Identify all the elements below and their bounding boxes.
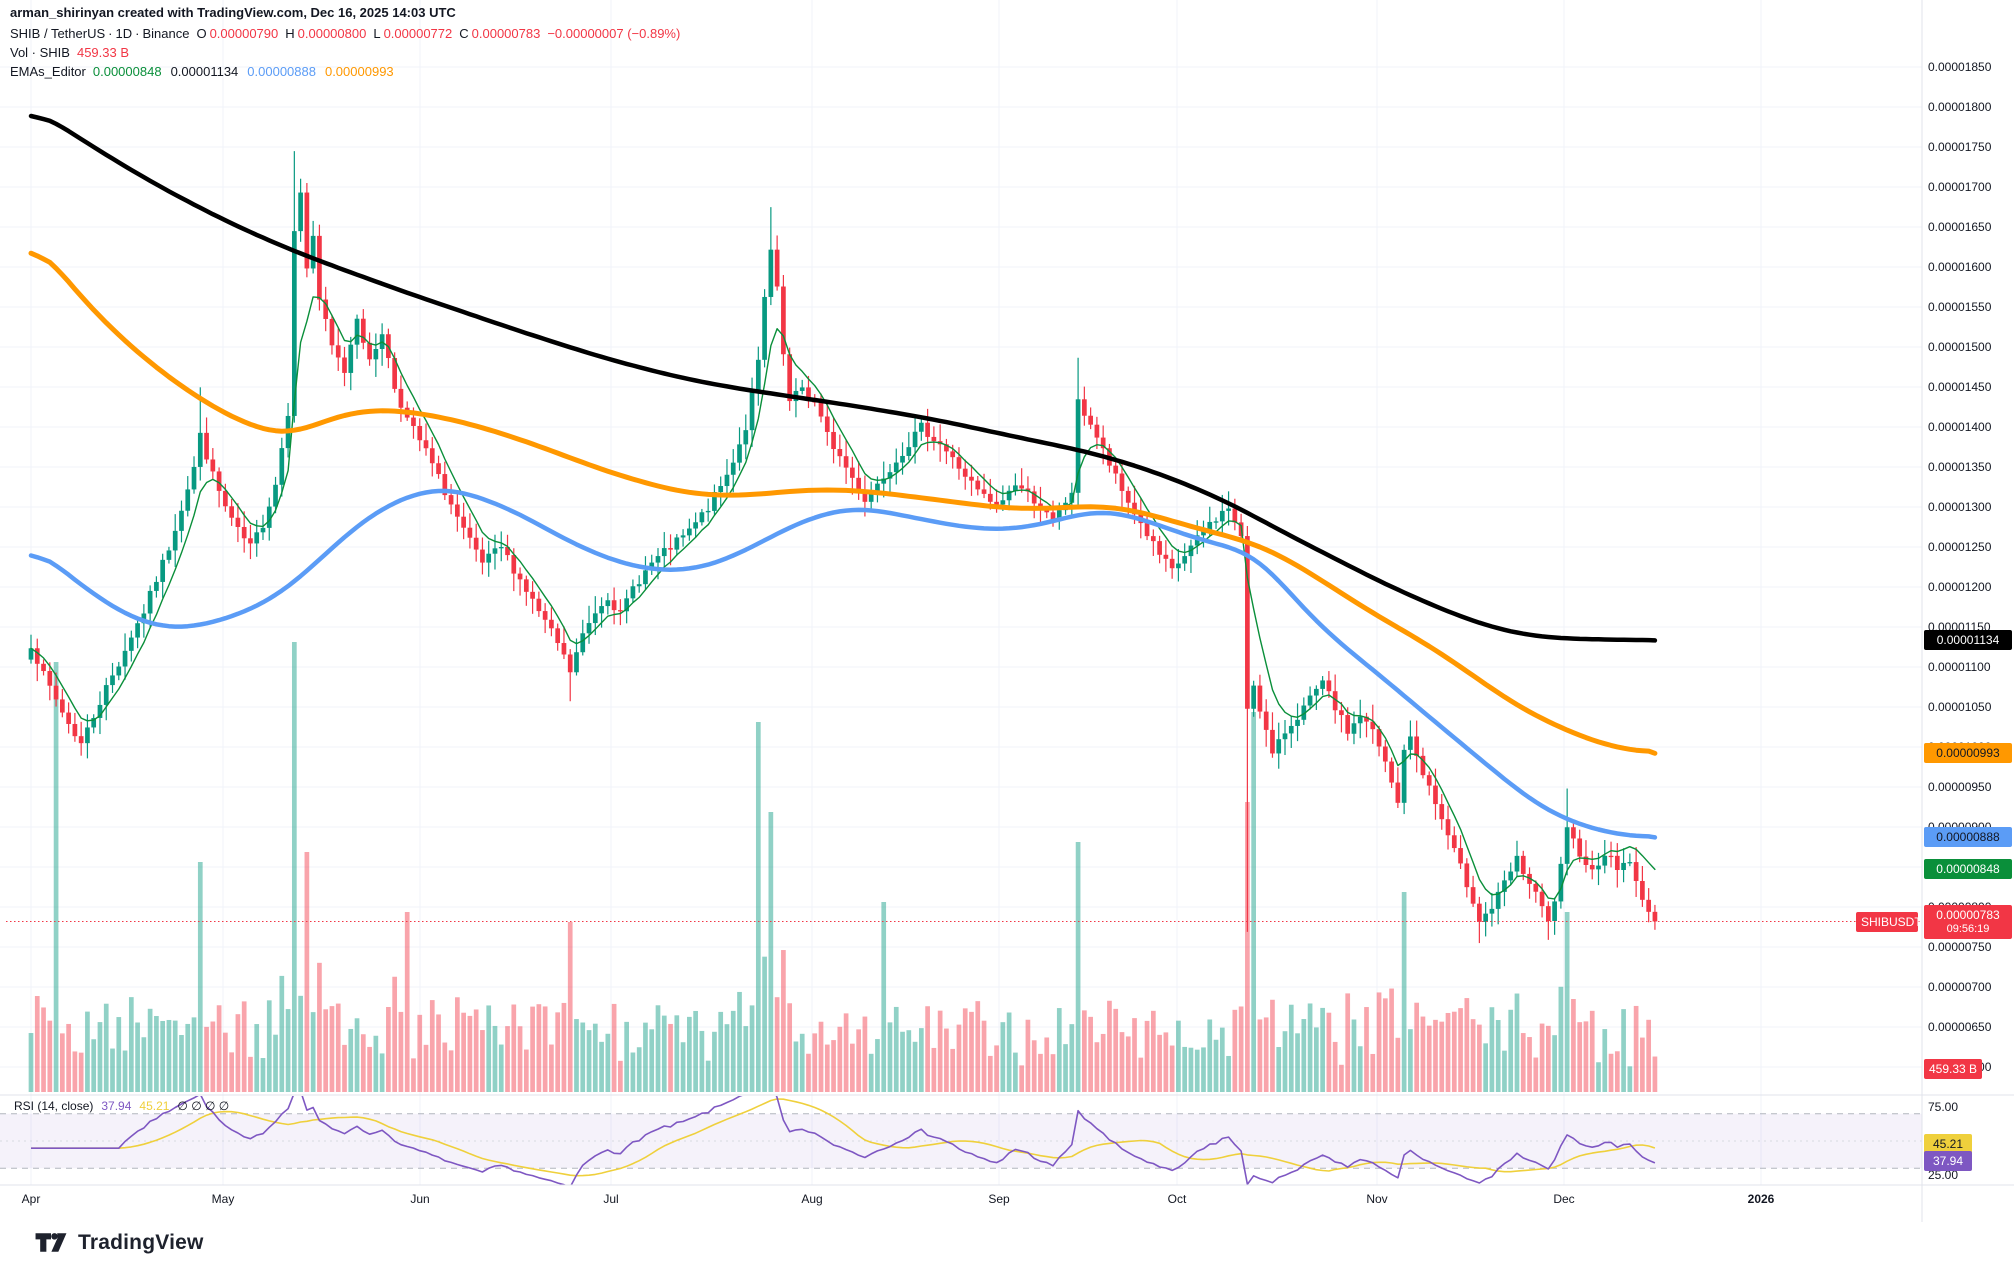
time-axis-label: May — [211, 1192, 235, 1206]
ema-value: 0.00000848 — [92, 64, 162, 79]
price-axis-label: 0.00001300 — [1928, 500, 1992, 514]
ohlc-open-key: O — [196, 26, 207, 41]
time-axis-label: Oct — [1167, 1192, 1187, 1206]
price-axis-label: 75.00 — [1928, 1100, 1959, 1114]
time-axis-label: Jul — [603, 1192, 619, 1206]
axis-badge-0.00001134: 0.00001134 — [1924, 630, 2012, 650]
rsi-value: 37.94 — [101, 1099, 132, 1113]
axis-badge-0.00000888: 0.00000888 — [1924, 827, 2012, 847]
time-axis-label: 2026 — [1747, 1192, 1775, 1206]
ohlc-low-key: L — [373, 26, 381, 41]
chart-legend: arman_shirinyan created with TradingView… — [10, 2, 687, 81]
axis-badge-0.00000783: 0.00000783 09:56:19 — [1924, 905, 2012, 939]
price-axis-label: 0.00000750 — [1928, 940, 1992, 954]
footer: TradingView — [34, 1229, 204, 1256]
axis-badge-37.94: 37.94 — [1924, 1151, 1972, 1171]
ohlc-high-key: H — [285, 26, 295, 41]
price-axis-label: 0.00001700 — [1928, 180, 1992, 194]
symbol-name[interactable]: SHIB / TetherUS — [10, 26, 106, 41]
axis-badge-0.00000848: 0.00000848 — [1924, 859, 2012, 879]
price-axis-label: 0.00001550 — [1928, 300, 1992, 314]
price-axis-label: 0.00001100 — [1928, 660, 1991, 674]
ohlc-open-value: 0.00000790 — [209, 26, 279, 41]
ema-value: 0.00001134 — [170, 64, 239, 79]
axis-badge-459.33-B: 459.33 B — [1924, 1059, 1982, 1079]
tradingview-brand-text[interactable]: TradingView — [78, 1230, 204, 1254]
price-axis-label: 0.00001450 — [1928, 380, 1992, 394]
price-axis-label: 0.00001650 — [1928, 220, 1992, 234]
price-axis-label: 0.00000700 — [1928, 980, 1992, 994]
exchange-label: Binance — [142, 26, 190, 41]
rsi-empty-slots: ∅ ∅ ∅ ∅ — [177, 1099, 230, 1113]
price-axis-label: 0.00001600 — [1928, 260, 1992, 274]
symbol-row[interactable]: SHIB / TetherUS · 1D · Binance O 0.00000… — [10, 24, 687, 43]
ohlc-close-key: C — [459, 26, 469, 41]
price-axis-label: 0.00001500 — [1928, 340, 1992, 354]
ema-value: 0.00000888 — [247, 64, 316, 79]
price-axis-label: 0.00001750 — [1928, 140, 1992, 154]
ohlc-high-value: 0.00000800 — [297, 26, 367, 41]
price-axis-label: 0.00001250 — [1928, 540, 1992, 554]
price-axis-label: 0.00000950 — [1928, 780, 1992, 794]
volume-label: Vol · SHIB — [10, 45, 70, 60]
rsi-label: RSI (14, close) — [14, 1099, 94, 1113]
ohlc-low-value: 0.00000772 — [383, 26, 453, 41]
time-axis-label: Aug — [801, 1192, 823, 1206]
tradingview-logo-icon[interactable] — [34, 1229, 68, 1256]
price-axis-label: 0.00001350 — [1928, 460, 1992, 474]
ohlc-close-value: 0.00000783 — [471, 26, 541, 41]
price-axis-label: 25.00 — [1928, 1168, 1959, 1182]
rsi-legend[interactable]: RSI (14, close) 37.94 45.21 ∅ ∅ ∅ ∅ — [14, 1099, 229, 1113]
price-axis-label: 0.00001050 — [1928, 700, 1992, 714]
rsi-ma-value: 45.21 — [139, 1099, 170, 1113]
separator-dot: · — [135, 26, 140, 41]
price-axis-label: 0.00001200 — [1928, 580, 1992, 594]
emas-values: 0.00000848 0.00001134 0.00000888 0.00000993 — [93, 64, 403, 79]
watermark: arman_shirinyan created with TradingView… — [10, 5, 456, 20]
change-value: −0.00000007 (−0.89%) — [547, 26, 681, 41]
price-axis-label: 0.00001800 — [1928, 100, 1992, 114]
interval-label[interactable]: 1D — [115, 26, 133, 41]
emas-row[interactable]: EMAs_Editor 0.00000848 0.00001134 0.000008… — [10, 62, 687, 81]
time-axis-label: Sep — [988, 1192, 1010, 1206]
separator-dot: · — [108, 26, 113, 41]
volume-row[interactable]: Vol · SHIB 459.33 B — [10, 43, 687, 62]
price-axis-label: 0.00000650 — [1928, 1020, 1992, 1034]
ema-value: 0.00000993 — [324, 64, 394, 79]
time-axis-label: Apr — [21, 1192, 41, 1206]
price-axis-label: 0.00001400 — [1928, 420, 1992, 434]
axis-badge-0.00000993: 0.00000993 — [1924, 743, 2012, 763]
time-axis-label: Dec — [1553, 1192, 1575, 1206]
time-axis-label: Nov — [1366, 1192, 1388, 1206]
time-axis-label: Jun — [410, 1192, 430, 1206]
axis-badge-45.21: 45.21 — [1924, 1134, 1972, 1154]
axis-badge-SHIBUSDT: SHIBUSDT — [1856, 912, 1922, 932]
emas-label: EMAs_Editor — [10, 64, 86, 79]
volume-value: 459.33 B — [76, 45, 130, 60]
price-axis-label: 0.00001850 — [1928, 60, 1992, 74]
